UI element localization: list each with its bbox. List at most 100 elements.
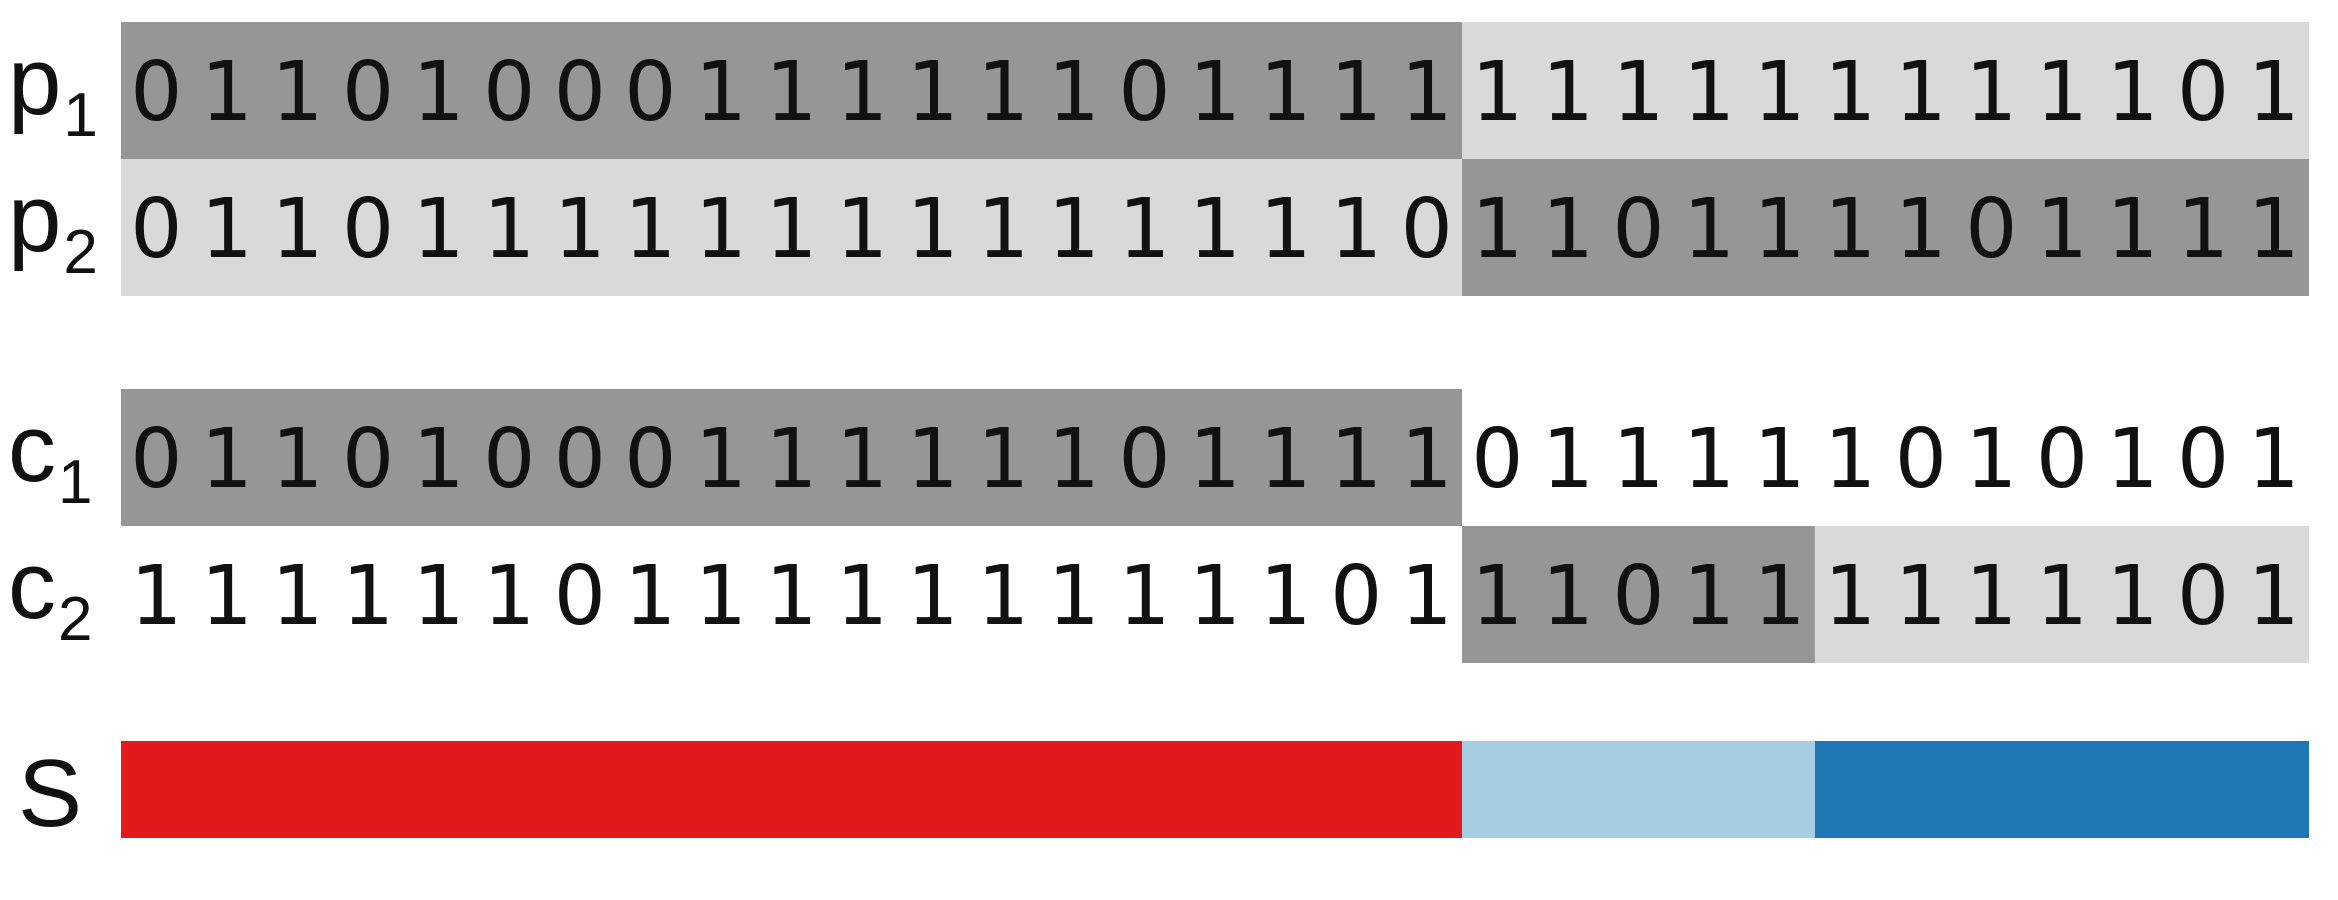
p1-bit-22: 1 [1683, 45, 1735, 140]
p2-bit-7: 1 [624, 182, 676, 277]
c2-bit-26: 1 [1965, 549, 2017, 644]
p1-bit-15: 1 [1189, 45, 1241, 140]
p1-bit-21: 1 [1612, 45, 1664, 140]
c2-bit-6: 0 [554, 549, 606, 644]
c1-bit-1: 1 [201, 412, 253, 507]
c1-segment-1-dark [121, 389, 1463, 526]
p2-bit-20: 1 [1542, 182, 1594, 277]
c2-bit-24: 1 [1824, 549, 1876, 644]
p1-bit-29: 0 [2177, 45, 2229, 140]
c1-bit-3: 0 [342, 412, 394, 507]
row-c1: c1 0 1 1 0 1 0 0 0 1 1 1 1 1 1 0 1 1 1 1 0 1 1 1 1 1 0 1 0 1 0 1 [8, 389, 2300, 526]
p2-bit-23: 1 [1754, 182, 1806, 277]
p1-bit-27: 1 [2036, 45, 2088, 140]
c2-bit-10: 1 [836, 549, 888, 644]
c1-bit-5: 0 [483, 412, 535, 507]
p1-bit-12: 1 [977, 45, 1029, 140]
p1-bit-6: 0 [554, 45, 606, 140]
p1-bit-28: 1 [2106, 45, 2158, 140]
c1-bit-24: 1 [1824, 412, 1876, 507]
p2-bit-14: 1 [1118, 182, 1170, 277]
c1-bit-13: 1 [1048, 412, 1100, 507]
c1-bit-30: 1 [2248, 412, 2300, 507]
p1-bit-5: 0 [483, 45, 535, 140]
c1-bit-7: 0 [624, 412, 676, 507]
c2-bit-4: 1 [413, 549, 465, 644]
p2-bit-18: 0 [1401, 182, 1453, 277]
p2-bit-13: 1 [1048, 182, 1100, 277]
p2-bit-26: 0 [1965, 182, 2017, 277]
p2-bit-24: 1 [1824, 182, 1876, 277]
c2-bit-3: 1 [342, 549, 394, 644]
c1-bit-6: 0 [554, 412, 606, 507]
c2-bit-5: 1 [483, 549, 535, 644]
c2-bit-2: 1 [271, 549, 323, 644]
c2-bit-15: 1 [1189, 549, 1241, 644]
p1-bit-3: 0 [342, 45, 394, 140]
p2-bit-27: 1 [2036, 182, 2088, 277]
c1-bit-14: 0 [1118, 412, 1170, 507]
c1-bit-19: 0 [1471, 412, 1523, 507]
p2-segment-1-light [121, 159, 1463, 296]
p2-bit-0: 0 [130, 182, 182, 277]
c2-bit-21: 0 [1612, 549, 1664, 644]
p2-bit-16: 1 [1259, 182, 1311, 277]
S-segment-1 [121, 741, 1463, 838]
c1-bit-26: 1 [1965, 412, 2017, 507]
p2-bit-4: 1 [413, 182, 465, 277]
c2-bit-18: 1 [1401, 549, 1453, 644]
p1-bit-17: 1 [1330, 45, 1382, 140]
p1-bit-8: 1 [695, 45, 747, 140]
p1-bit-19: 1 [1471, 45, 1523, 140]
p1-bit-9: 1 [765, 45, 817, 140]
p1-bit-7: 0 [624, 45, 676, 140]
c2-bit-23: 1 [1754, 549, 1806, 644]
row-p2: p2 0 1 1 0 1 1 1 1 1 1 1 1 1 1 1 1 1 1 0 1 1 0 1 1 1 1 0 1 1 1 1 [8, 159, 2309, 296]
c1-bit-20: 1 [1542, 412, 1594, 507]
c1-bit-0: 0 [130, 412, 182, 507]
c1-bit-9: 1 [765, 412, 817, 507]
p2-bit-25: 1 [1895, 182, 1947, 277]
c2-segment-2-light [1814, 526, 2309, 663]
c1-bit-15: 1 [1189, 412, 1241, 507]
c2-bit-11: 1 [907, 549, 959, 644]
p2-bit-2: 1 [271, 182, 323, 277]
c1-bit-11: 1 [907, 412, 959, 507]
c1-bit-29: 0 [2177, 412, 2229, 507]
row-label-c2: c2 [8, 532, 92, 654]
c1-bit-25: 0 [1895, 412, 1947, 507]
S-segment-2 [1462, 741, 1815, 838]
p1-bit-20: 1 [1542, 45, 1594, 140]
c2-bit-30: 1 [2248, 549, 2300, 644]
row-label-p2: p2 [8, 165, 98, 287]
c1-bit-18: 1 [1401, 412, 1453, 507]
c2-segment-1-dark [1462, 526, 1815, 663]
p1-bit-1: 1 [201, 45, 253, 140]
c2-bit-13: 1 [1048, 549, 1100, 644]
c2-bit-27: 1 [2036, 549, 2088, 644]
p2-bit-8: 1 [695, 182, 747, 277]
c1-bit-4: 1 [413, 412, 465, 507]
row-c2: c2 1 1 1 1 1 1 0 1 1 1 1 1 1 1 1 1 1 0 1 1 1 0 1 1 1 1 1 1 1 0 1 [8, 526, 2309, 663]
p1-bit-11: 1 [907, 45, 959, 140]
p2-bit-3: 0 [342, 182, 394, 277]
p1-bit-10: 1 [836, 45, 888, 140]
c1-bit-22: 1 [1683, 412, 1735, 507]
c2-bit-14: 1 [1118, 549, 1170, 644]
c2-bit-8: 1 [695, 549, 747, 644]
p1-segment-2-light [1462, 22, 2309, 159]
c2-bit-29: 0 [2177, 549, 2229, 644]
c1-bit-12: 1 [977, 412, 1029, 507]
p1-bit-2: 1 [271, 45, 323, 140]
p1-segment-1-dark [121, 22, 1463, 159]
p2-bit-1: 1 [201, 182, 253, 277]
p1-bit-18: 1 [1401, 45, 1453, 140]
c2-bit-20: 1 [1542, 549, 1594, 644]
p1-bit-4: 1 [413, 45, 465, 140]
p1-bit-30: 1 [2248, 45, 2300, 140]
c1-bit-10: 1 [836, 412, 888, 507]
p1-bit-26: 1 [1965, 45, 2017, 140]
p2-bit-29: 1 [2177, 182, 2229, 277]
c2-bit-17: 0 [1330, 549, 1382, 644]
S-segment-3 [1814, 741, 2309, 838]
